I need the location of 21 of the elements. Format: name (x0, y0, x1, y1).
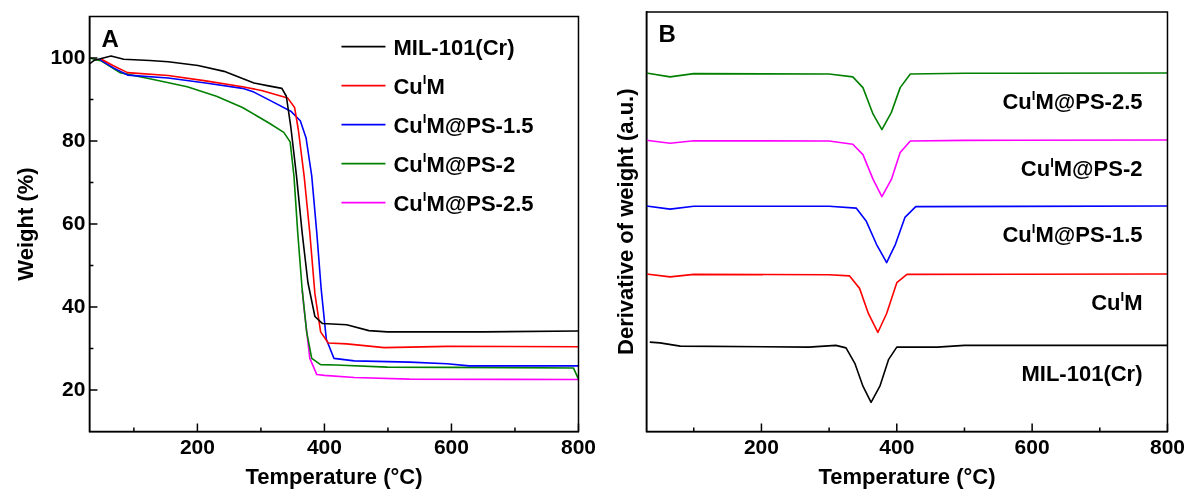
x-tick-label: 800 (1149, 434, 1185, 458)
y-tick-label: 60 (62, 210, 86, 234)
y-tick-label: 80 (62, 127, 86, 151)
y-axis-title: Derivative of weight (a.u.) (613, 88, 639, 355)
x-tick-label: 400 (879, 434, 915, 458)
x-tick-label: 600 (433, 434, 469, 458)
x-axis-title: Temperature (°C) (818, 463, 996, 489)
text: B (658, 20, 676, 47)
legend-label: MIL-101(Cr) (393, 34, 515, 60)
x-axis-title: Temperature (°C) (245, 463, 423, 489)
y-tick-label: 100 (50, 44, 86, 68)
x-tick-label: 200 (743, 434, 779, 458)
series-label: MIL-101(Cr) (1021, 361, 1143, 387)
y-axis-title: Weight (%) (13, 167, 39, 281)
y-tick-label: 40 (62, 293, 86, 317)
x-tick-label: 400 (306, 434, 342, 458)
x-tick-label: 800 (560, 434, 596, 458)
x-tick-label: 600 (1014, 434, 1050, 458)
annotation: A (101, 24, 119, 52)
y-tick-label: 20 (62, 376, 86, 400)
x-tick-label: 200 (179, 434, 215, 458)
